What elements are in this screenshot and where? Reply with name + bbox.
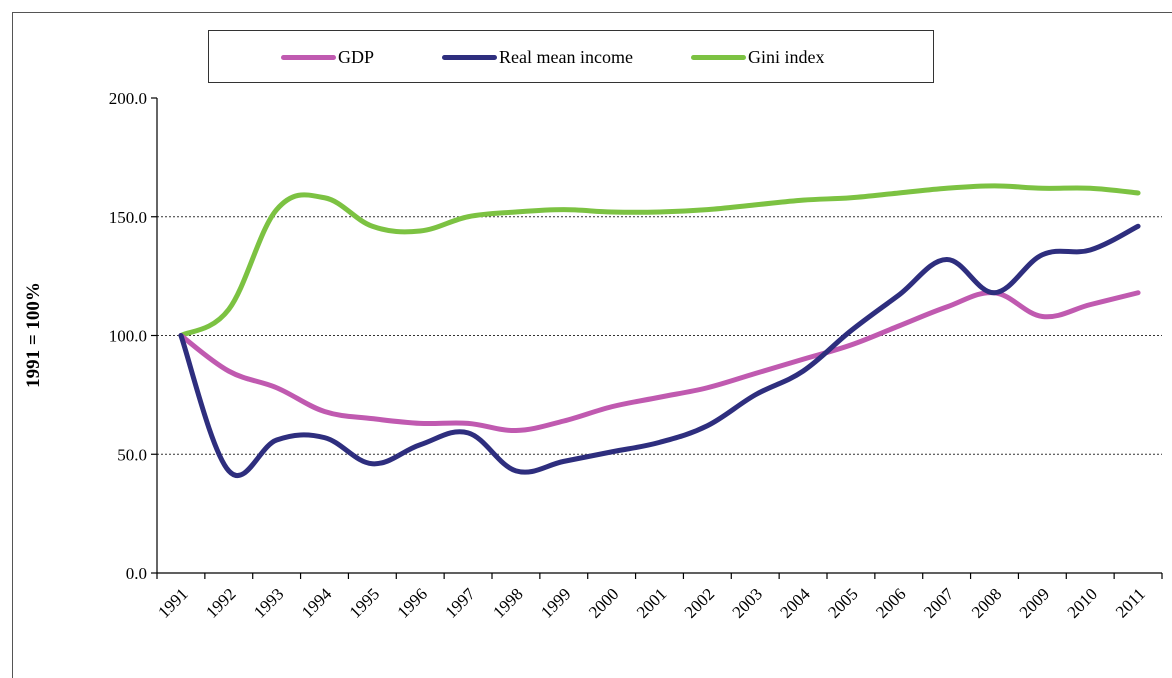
legend-swatch-gdp xyxy=(281,55,336,60)
legend-swatch-gini-index xyxy=(691,55,746,60)
x-tick-label: 1997 xyxy=(441,584,479,622)
x-tick-label: 2001 xyxy=(633,584,670,621)
x-tick-label: 2008 xyxy=(968,584,1005,621)
legend-item-gini-index: Gini index xyxy=(691,47,825,68)
legend-item-real-mean-income: Real mean income xyxy=(442,47,633,68)
legend-label-gdp: GDP xyxy=(338,47,374,68)
x-tick-label: 1992 xyxy=(202,584,239,621)
x-tick-label: 2007 xyxy=(920,584,958,622)
x-tick-label: 2003 xyxy=(729,584,766,621)
axes xyxy=(151,98,1162,579)
x-tick-label: 2000 xyxy=(585,584,622,621)
y-tick-label: 50.0 xyxy=(117,445,147,464)
x-tick-label: 2006 xyxy=(872,584,909,621)
y-tick-label: 0.0 xyxy=(126,564,147,583)
x-tick-label: 2010 xyxy=(1064,584,1101,621)
series-lines xyxy=(181,186,1138,476)
chart-legend: GDP Real mean income Gini index xyxy=(208,30,934,83)
x-tick-label: 1998 xyxy=(489,584,526,621)
y-axis-title: 1991 = 100% xyxy=(23,282,45,388)
x-tick-label: 1994 xyxy=(298,584,336,622)
x-tick-label: 1995 xyxy=(346,584,383,621)
legend-item-gdp: GDP xyxy=(281,47,374,68)
gridlines xyxy=(157,217,1162,455)
series-line-gdp xyxy=(181,293,1138,431)
y-tick-label: 100.0 xyxy=(109,327,147,346)
x-tick-label: 2009 xyxy=(1016,584,1053,621)
series-line-gini-index xyxy=(181,186,1138,336)
y-tick-label: 200.0 xyxy=(109,89,147,108)
legend-label-real-mean-income: Real mean income xyxy=(499,47,633,68)
x-tick-label: 2004 xyxy=(776,584,814,622)
tick-labels: 0.0 50.0 100.0 150.0 200.0 1991 1992 1993 1994 19… xyxy=(109,89,1149,622)
x-tick-label: 1996 xyxy=(394,584,431,621)
x-tick-label: 1993 xyxy=(250,584,287,621)
legend-swatch-real-mean-income xyxy=(442,55,497,60)
y-tick-label: 150.0 xyxy=(109,208,147,227)
legend-label-gini-index: Gini index xyxy=(748,47,825,68)
x-tick-label: 2011 xyxy=(1112,584,1149,621)
x-tick-label: 1999 xyxy=(537,584,574,621)
x-tick-label: 2002 xyxy=(681,584,718,621)
x-tick-label: 1991 xyxy=(154,584,191,621)
series-line-real-mean-income xyxy=(181,226,1138,475)
x-tick-label: 2005 xyxy=(824,584,861,621)
